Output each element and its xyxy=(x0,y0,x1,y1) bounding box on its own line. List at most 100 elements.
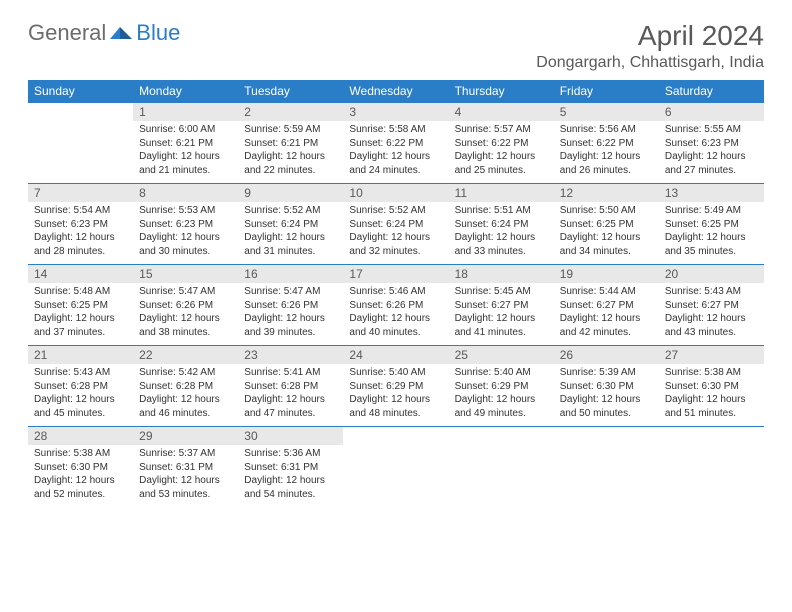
calendar-cell: 21Sunrise: 5:43 AMSunset: 6:28 PMDayligh… xyxy=(28,346,133,427)
calendar-cell: 16Sunrise: 5:47 AMSunset: 6:26 PMDayligh… xyxy=(238,265,343,346)
day-header: Thursday xyxy=(449,80,554,103)
day-content: Sunrise: 5:37 AMSunset: 6:31 PMDaylight:… xyxy=(133,445,238,507)
calendar-cell: 17Sunrise: 5:46 AMSunset: 6:26 PMDayligh… xyxy=(343,265,448,346)
calendar-cell: 18Sunrise: 5:45 AMSunset: 6:27 PMDayligh… xyxy=(449,265,554,346)
calendar-cell: 20Sunrise: 5:43 AMSunset: 6:27 PMDayligh… xyxy=(659,265,764,346)
calendar-cell: 10Sunrise: 5:52 AMSunset: 6:24 PMDayligh… xyxy=(343,184,448,265)
day-number: 22 xyxy=(133,346,238,364)
month-year-title: April 2024 xyxy=(536,20,764,52)
day-number: 12 xyxy=(554,184,659,202)
calendar-cell: 1Sunrise: 6:00 AMSunset: 6:21 PMDaylight… xyxy=(133,103,238,184)
day-number: 27 xyxy=(659,346,764,364)
calendar-cell: 30Sunrise: 5:36 AMSunset: 6:31 PMDayligh… xyxy=(238,427,343,508)
calendar-cell: 19Sunrise: 5:44 AMSunset: 6:27 PMDayligh… xyxy=(554,265,659,346)
calendar-cell: 7Sunrise: 5:54 AMSunset: 6:23 PMDaylight… xyxy=(28,184,133,265)
day-content: Sunrise: 5:58 AMSunset: 6:22 PMDaylight:… xyxy=(343,121,448,183)
day-number: 28 xyxy=(28,427,133,445)
calendar-cell: 27Sunrise: 5:38 AMSunset: 6:30 PMDayligh… xyxy=(659,346,764,427)
day-content: Sunrise: 5:42 AMSunset: 6:28 PMDaylight:… xyxy=(133,364,238,426)
day-number: 7 xyxy=(28,184,133,202)
logo-icon xyxy=(110,21,134,46)
day-content: Sunrise: 5:38 AMSunset: 6:30 PMDaylight:… xyxy=(659,364,764,426)
calendar-cell: 23Sunrise: 5:41 AMSunset: 6:28 PMDayligh… xyxy=(238,346,343,427)
title-block: April 2024 Dongargarh, Chhattisgarh, Ind… xyxy=(536,20,764,72)
day-content: Sunrise: 5:36 AMSunset: 6:31 PMDaylight:… xyxy=(238,445,343,507)
day-content: Sunrise: 5:44 AMSunset: 6:27 PMDaylight:… xyxy=(554,283,659,345)
day-number: 14 xyxy=(28,265,133,283)
day-content: Sunrise: 5:38 AMSunset: 6:30 PMDaylight:… xyxy=(28,445,133,507)
day-content: Sunrise: 5:41 AMSunset: 6:28 PMDaylight:… xyxy=(238,364,343,426)
day-content: Sunrise: 5:52 AMSunset: 6:24 PMDaylight:… xyxy=(238,202,343,264)
day-header: Sunday xyxy=(28,80,133,103)
calendar-week-row: 7Sunrise: 5:54 AMSunset: 6:23 PMDaylight… xyxy=(28,184,764,265)
calendar-cell: 12Sunrise: 5:50 AMSunset: 6:25 PMDayligh… xyxy=(554,184,659,265)
day-content: Sunrise: 5:40 AMSunset: 6:29 PMDaylight:… xyxy=(449,364,554,426)
calendar-cell: 15Sunrise: 5:47 AMSunset: 6:26 PMDayligh… xyxy=(133,265,238,346)
day-content: Sunrise: 5:43 AMSunset: 6:27 PMDaylight:… xyxy=(659,283,764,345)
calendar-cell xyxy=(343,427,448,508)
day-number: 2 xyxy=(238,103,343,121)
logo: General Blue xyxy=(28,20,180,46)
calendar-cell: 25Sunrise: 5:40 AMSunset: 6:29 PMDayligh… xyxy=(449,346,554,427)
day-content: Sunrise: 5:59 AMSunset: 6:21 PMDaylight:… xyxy=(238,121,343,183)
day-number: 10 xyxy=(343,184,448,202)
day-number: 18 xyxy=(449,265,554,283)
calendar-cell xyxy=(659,427,764,508)
logo-text-blue: Blue xyxy=(136,20,180,46)
day-number: 5 xyxy=(554,103,659,121)
calendar-cell: 6Sunrise: 5:55 AMSunset: 6:23 PMDaylight… xyxy=(659,103,764,184)
calendar-body: 1Sunrise: 6:00 AMSunset: 6:21 PMDaylight… xyxy=(28,103,764,508)
calendar-cell: 2Sunrise: 5:59 AMSunset: 6:21 PMDaylight… xyxy=(238,103,343,184)
day-content: Sunrise: 5:56 AMSunset: 6:22 PMDaylight:… xyxy=(554,121,659,183)
day-content: Sunrise: 5:53 AMSunset: 6:23 PMDaylight:… xyxy=(133,202,238,264)
day-content: Sunrise: 5:39 AMSunset: 6:30 PMDaylight:… xyxy=(554,364,659,426)
day-content: Sunrise: 5:45 AMSunset: 6:27 PMDaylight:… xyxy=(449,283,554,345)
day-content: Sunrise: 5:55 AMSunset: 6:23 PMDaylight:… xyxy=(659,121,764,183)
day-header: Tuesday xyxy=(238,80,343,103)
day-number: 13 xyxy=(659,184,764,202)
calendar-cell: 3Sunrise: 5:58 AMSunset: 6:22 PMDaylight… xyxy=(343,103,448,184)
day-content: Sunrise: 5:51 AMSunset: 6:24 PMDaylight:… xyxy=(449,202,554,264)
day-content: Sunrise: 5:52 AMSunset: 6:24 PMDaylight:… xyxy=(343,202,448,264)
calendar-table: SundayMondayTuesdayWednesdayThursdayFrid… xyxy=(28,80,764,507)
day-number: 16 xyxy=(238,265,343,283)
calendar-week-row: 21Sunrise: 5:43 AMSunset: 6:28 PMDayligh… xyxy=(28,346,764,427)
day-number: 17 xyxy=(343,265,448,283)
header: General Blue April 2024 Dongargarh, Chha… xyxy=(28,20,764,72)
day-number: 8 xyxy=(133,184,238,202)
location-subtitle: Dongargarh, Chhattisgarh, India xyxy=(536,54,764,72)
calendar-cell: 9Sunrise: 5:52 AMSunset: 6:24 PMDaylight… xyxy=(238,184,343,265)
day-number: 23 xyxy=(238,346,343,364)
calendar-cell: 4Sunrise: 5:57 AMSunset: 6:22 PMDaylight… xyxy=(449,103,554,184)
calendar-cell: 13Sunrise: 5:49 AMSunset: 6:25 PMDayligh… xyxy=(659,184,764,265)
day-content: Sunrise: 5:47 AMSunset: 6:26 PMDaylight:… xyxy=(238,283,343,345)
day-number: 6 xyxy=(659,103,764,121)
day-content: Sunrise: 5:47 AMSunset: 6:26 PMDaylight:… xyxy=(133,283,238,345)
day-content: Sunrise: 5:50 AMSunset: 6:25 PMDaylight:… xyxy=(554,202,659,264)
day-number: 25 xyxy=(449,346,554,364)
day-header: Wednesday xyxy=(343,80,448,103)
day-number: 15 xyxy=(133,265,238,283)
calendar-cell: 22Sunrise: 5:42 AMSunset: 6:28 PMDayligh… xyxy=(133,346,238,427)
day-content: Sunrise: 5:57 AMSunset: 6:22 PMDaylight:… xyxy=(449,121,554,183)
day-content: Sunrise: 6:00 AMSunset: 6:21 PMDaylight:… xyxy=(133,121,238,183)
calendar-cell: 26Sunrise: 5:39 AMSunset: 6:30 PMDayligh… xyxy=(554,346,659,427)
day-content: Sunrise: 5:48 AMSunset: 6:25 PMDaylight:… xyxy=(28,283,133,345)
day-number: 11 xyxy=(449,184,554,202)
day-number: 29 xyxy=(133,427,238,445)
day-number: 30 xyxy=(238,427,343,445)
day-header-row: SundayMondayTuesdayWednesdayThursdayFrid… xyxy=(28,80,764,103)
day-number: 9 xyxy=(238,184,343,202)
day-number: 21 xyxy=(28,346,133,364)
calendar-cell xyxy=(28,103,133,184)
day-content: Sunrise: 5:54 AMSunset: 6:23 PMDaylight:… xyxy=(28,202,133,264)
calendar-week-row: 28Sunrise: 5:38 AMSunset: 6:30 PMDayligh… xyxy=(28,427,764,508)
day-content: Sunrise: 5:49 AMSunset: 6:25 PMDaylight:… xyxy=(659,202,764,264)
calendar-cell: 5Sunrise: 5:56 AMSunset: 6:22 PMDaylight… xyxy=(554,103,659,184)
calendar-cell: 14Sunrise: 5:48 AMSunset: 6:25 PMDayligh… xyxy=(28,265,133,346)
calendar-cell: 29Sunrise: 5:37 AMSunset: 6:31 PMDayligh… xyxy=(133,427,238,508)
day-content: Sunrise: 5:40 AMSunset: 6:29 PMDaylight:… xyxy=(343,364,448,426)
day-number: 19 xyxy=(554,265,659,283)
day-content: Sunrise: 5:46 AMSunset: 6:26 PMDaylight:… xyxy=(343,283,448,345)
day-number: 3 xyxy=(343,103,448,121)
